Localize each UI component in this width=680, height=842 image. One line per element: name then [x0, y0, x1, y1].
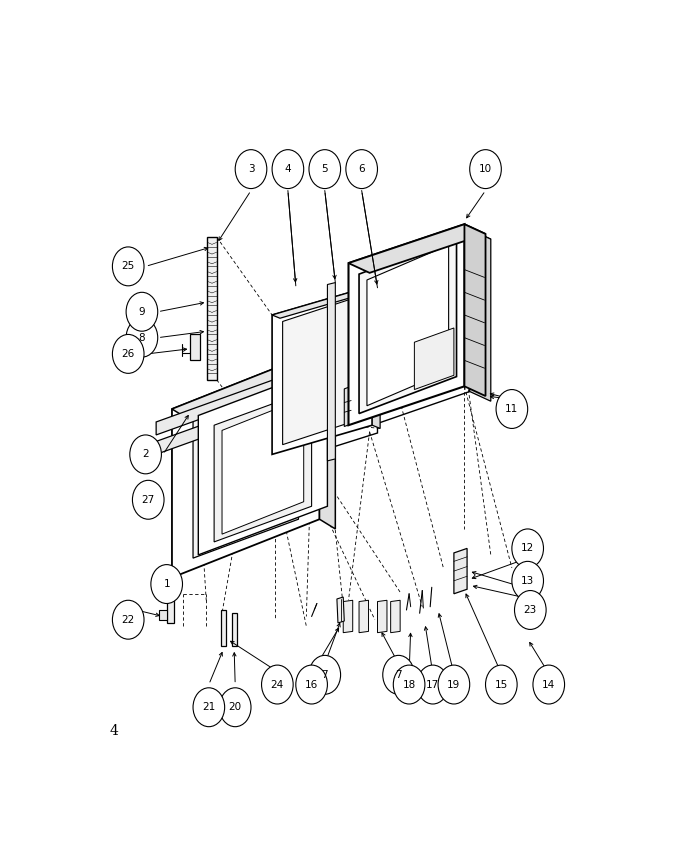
Text: 10: 10 — [479, 164, 492, 174]
Polygon shape — [190, 334, 200, 360]
Polygon shape — [156, 360, 328, 435]
Polygon shape — [372, 285, 380, 429]
Text: 20: 20 — [228, 702, 242, 712]
Text: 1: 1 — [163, 579, 170, 589]
Polygon shape — [377, 600, 387, 632]
Text: 25: 25 — [122, 261, 135, 271]
Polygon shape — [207, 237, 217, 380]
Polygon shape — [390, 600, 400, 632]
Text: 7: 7 — [322, 670, 328, 679]
Circle shape — [296, 665, 328, 704]
Circle shape — [512, 529, 543, 568]
Polygon shape — [231, 613, 237, 646]
Polygon shape — [359, 237, 456, 413]
Text: 11: 11 — [505, 404, 518, 414]
Circle shape — [235, 150, 267, 189]
Text: 4: 4 — [109, 724, 118, 738]
Text: 9: 9 — [139, 306, 146, 317]
Circle shape — [515, 590, 546, 630]
Polygon shape — [272, 285, 380, 318]
Text: 5: 5 — [322, 164, 328, 174]
Circle shape — [112, 334, 144, 373]
Polygon shape — [344, 386, 351, 427]
Circle shape — [193, 688, 224, 727]
Circle shape — [438, 665, 470, 704]
Circle shape — [470, 150, 501, 189]
Polygon shape — [172, 350, 320, 578]
Circle shape — [486, 665, 517, 704]
Polygon shape — [354, 229, 470, 432]
Text: 12: 12 — [521, 543, 534, 553]
Circle shape — [309, 655, 341, 695]
Text: 26: 26 — [122, 349, 135, 359]
Circle shape — [112, 247, 144, 285]
Polygon shape — [279, 296, 377, 464]
Text: 2: 2 — [142, 450, 149, 460]
Text: 6: 6 — [358, 164, 365, 174]
Circle shape — [346, 150, 377, 189]
Polygon shape — [221, 610, 226, 646]
Polygon shape — [470, 229, 491, 402]
Circle shape — [512, 562, 543, 600]
Polygon shape — [359, 600, 369, 632]
Circle shape — [126, 318, 158, 357]
Text: 4: 4 — [285, 164, 291, 174]
Text: 19: 19 — [447, 679, 460, 690]
Polygon shape — [156, 380, 328, 455]
Text: 16: 16 — [305, 679, 318, 690]
Circle shape — [272, 150, 304, 189]
Polygon shape — [328, 283, 335, 461]
Polygon shape — [414, 328, 454, 390]
Circle shape — [151, 565, 182, 604]
Polygon shape — [222, 398, 304, 534]
Polygon shape — [354, 229, 491, 280]
Polygon shape — [367, 245, 449, 406]
Circle shape — [496, 390, 528, 429]
Circle shape — [130, 435, 161, 474]
Text: 22: 22 — [122, 615, 135, 625]
Polygon shape — [214, 406, 277, 539]
Polygon shape — [167, 594, 173, 623]
Polygon shape — [272, 285, 372, 455]
Polygon shape — [203, 392, 288, 548]
Text: 27: 27 — [141, 495, 155, 504]
Text: 15: 15 — [495, 679, 508, 690]
Polygon shape — [279, 296, 386, 330]
Circle shape — [393, 665, 425, 704]
Circle shape — [309, 150, 341, 189]
Circle shape — [133, 480, 164, 520]
Polygon shape — [343, 600, 353, 632]
Polygon shape — [193, 380, 299, 558]
Text: 24: 24 — [271, 679, 284, 690]
Text: 7: 7 — [395, 670, 402, 679]
Text: 23: 23 — [524, 605, 537, 615]
Polygon shape — [199, 367, 328, 555]
Polygon shape — [214, 390, 311, 542]
Polygon shape — [158, 610, 167, 620]
Polygon shape — [464, 224, 486, 396]
Polygon shape — [454, 548, 467, 594]
Circle shape — [417, 665, 449, 704]
Text: 3: 3 — [248, 164, 254, 174]
Text: 8: 8 — [139, 333, 146, 343]
Circle shape — [383, 655, 414, 695]
Polygon shape — [320, 350, 335, 529]
Polygon shape — [348, 224, 464, 425]
Polygon shape — [337, 597, 344, 623]
Text: 13: 13 — [521, 576, 534, 586]
Circle shape — [112, 600, 144, 639]
Text: 21: 21 — [202, 702, 216, 712]
Circle shape — [262, 665, 293, 704]
Polygon shape — [172, 350, 335, 418]
Text: 18: 18 — [403, 679, 415, 690]
Text: 14: 14 — [542, 679, 556, 690]
Polygon shape — [283, 296, 362, 445]
Polygon shape — [348, 224, 486, 273]
Circle shape — [533, 665, 564, 704]
Circle shape — [220, 688, 251, 727]
Circle shape — [126, 292, 158, 331]
Text: 17: 17 — [426, 679, 439, 690]
